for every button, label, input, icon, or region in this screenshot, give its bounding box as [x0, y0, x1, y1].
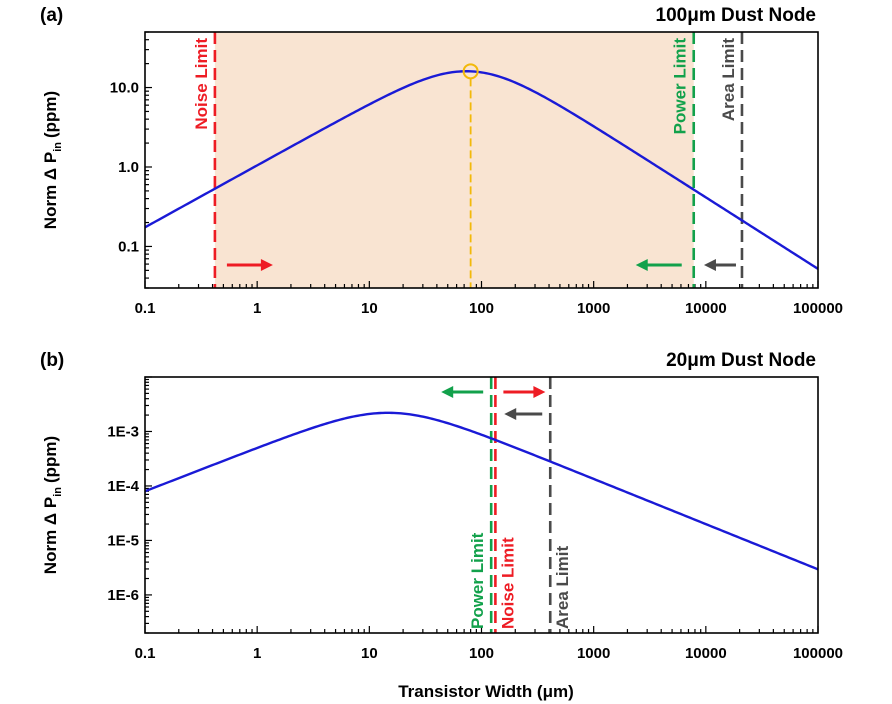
- limit-arrow-head: [441, 386, 454, 398]
- y-axis-label-a-main: Norm Δ P: [41, 152, 60, 229]
- y-axis-label-b-unit: (ppm): [41, 436, 60, 483]
- y-axis-label-a-sub: in: [52, 142, 64, 152]
- panel-a-title: 100μm Dust Node: [656, 5, 817, 26]
- plot-frame-a: [144, 31, 819, 289]
- y-axis-label-b-main: Norm Δ P: [41, 497, 60, 574]
- x-tick-label: 0.1: [135, 645, 156, 662]
- y-tick-label: 1.0: [118, 159, 139, 176]
- limit-label: Noise Limit: [192, 38, 211, 130]
- x-tick-label: 0.1: [135, 300, 156, 317]
- y-tick-label: 1E-5: [107, 532, 139, 549]
- series-line: [144, 411, 819, 571]
- y-tick-label: 10.0: [110, 80, 139, 97]
- x-tick-label: 100: [469, 645, 494, 662]
- limit-arrow-head: [635, 259, 648, 271]
- x-tick-label: 1000: [577, 300, 610, 317]
- limit-arrow-head: [260, 259, 273, 271]
- limit-arrow-head: [504, 408, 517, 420]
- x-axis-label: Transistor Width (μm): [398, 682, 574, 701]
- panel-b-title: 20μm Dust Node: [666, 350, 816, 371]
- y-axis-label-b: Norm Δ Pin (ppm): [41, 436, 64, 574]
- x-tick-label: 100000: [793, 300, 843, 317]
- x-tick-label: 1000: [577, 645, 610, 662]
- panel-b-label: (b): [40, 350, 64, 371]
- x-tick-label: 1: [253, 645, 261, 662]
- y-axis-label-a: Norm Δ Pin (ppm): [41, 91, 64, 229]
- y-axis-label-a-unit: (ppm): [41, 91, 60, 138]
- x-tick-label: 100000: [793, 645, 843, 662]
- panel-b: (b) 20μm Dust Node 0.1 1 10 100 1000 10000 100…: [40, 350, 843, 701]
- y-tick-label: 1E-3: [107, 423, 139, 440]
- x-tick-label: 10: [361, 300, 378, 317]
- x-tick-label: 10000: [685, 645, 727, 662]
- y-tick-label: 0.1: [118, 238, 139, 255]
- panel-a-label: (a): [40, 5, 63, 26]
- x-tick-label: 100: [469, 300, 494, 317]
- optimum-marker: [462, 63, 479, 80]
- feasible-region: [214, 32, 694, 288]
- panel-a: (a) 100μm Dust Node 0.1 1 10 100 1000 10000 10…: [40, 5, 843, 317]
- y-tick-label: 1E-6: [107, 587, 139, 604]
- limit-arrow-head: [533, 386, 546, 398]
- x-tick-label: 10000: [685, 300, 727, 317]
- limit-label: Power Limit: [671, 38, 690, 135]
- plot-frame-b: [144, 376, 819, 634]
- limit-label: Area Limit: [553, 546, 572, 629]
- x-tick-label: 10: [361, 645, 378, 662]
- y-axis-label-b-sub: in: [52, 487, 64, 497]
- x-tick-label: 1: [253, 300, 261, 317]
- y-tick-label: 1E-4: [107, 478, 139, 495]
- limit-arrow-head: [703, 259, 716, 271]
- limit-label: Noise Limit: [498, 537, 517, 629]
- series-line: [144, 70, 819, 270]
- limit-label: Power Limit: [468, 532, 487, 629]
- limit-label: Area Limit: [719, 38, 738, 121]
